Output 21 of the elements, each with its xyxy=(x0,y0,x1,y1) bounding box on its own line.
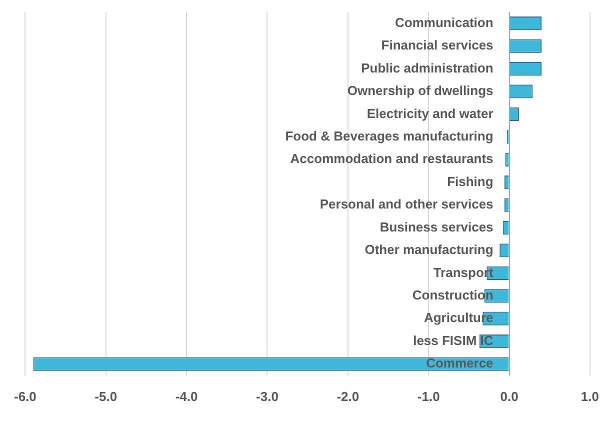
y-tick-label: Commerce xyxy=(426,356,494,371)
x-tick-label: -1.0 xyxy=(417,388,440,404)
y-tick-label: Communication xyxy=(395,14,494,30)
x-tick-label: -3.0 xyxy=(256,388,278,404)
x-tick-label: -4.0 xyxy=(175,388,198,404)
y-tick-label: Personal and other services xyxy=(320,196,494,212)
y-tick-label: Food & Beverages manufacturing xyxy=(285,128,494,144)
y-tick-label: Fishing xyxy=(447,174,494,189)
x-tick-label: -6.0 xyxy=(14,388,36,404)
y-tick-label: Other manufacturing xyxy=(364,242,494,258)
x-tick-label: 1.0 xyxy=(580,388,600,404)
y-tick-label: Business services xyxy=(380,219,494,234)
y-tick-label: Public administration xyxy=(361,60,494,76)
y-tick-label: less FISIM IC xyxy=(413,332,494,348)
x-tick-label: -5.0 xyxy=(94,388,118,404)
y-tick-label: Ownership of dwellings xyxy=(347,83,494,98)
x-tick-label: 0.0 xyxy=(500,388,518,404)
y-tick-label: Financial services xyxy=(381,38,494,53)
y-tick-label: Electricity and water xyxy=(366,106,494,121)
x-tick-label: -2.0 xyxy=(336,388,360,404)
y-tick-label: Accommodation and restaurants xyxy=(290,151,494,166)
